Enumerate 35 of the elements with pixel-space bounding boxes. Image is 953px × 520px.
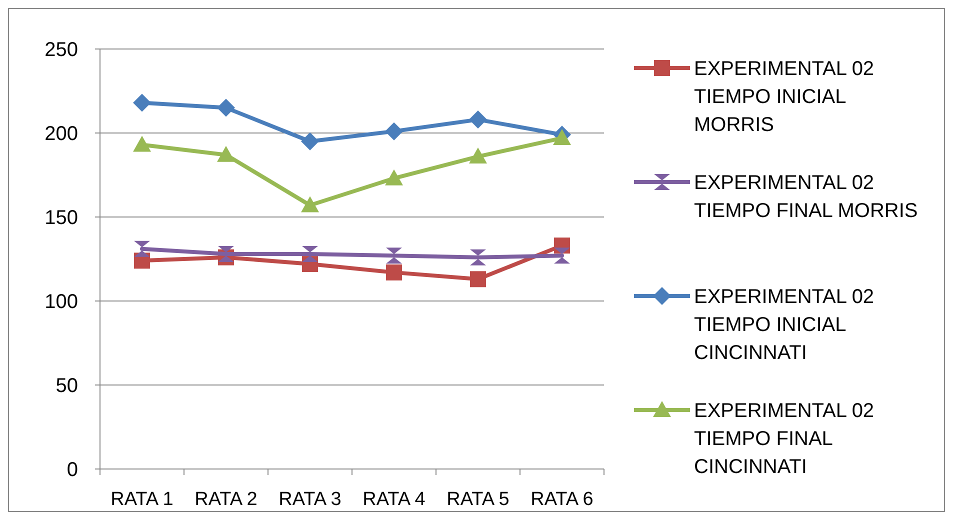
point [302,246,318,262]
point [554,248,570,264]
point [217,146,235,162]
point [133,136,151,152]
x-tick-label: RATA 3 [278,489,342,510]
point [301,132,319,150]
legend-label: EXPERIMENTAL 02 TIEMPO INICIAL MORRIS [694,58,874,136]
point [469,110,487,129]
point [133,94,151,112]
y-tick-label: 150 [44,207,78,229]
y-tick-label: 100 [44,291,78,313]
point [469,148,487,164]
x-tick-label: RATA 6 [530,489,594,510]
x-tick-label: RATA 1 [110,489,174,510]
x-tick-label: RATA 2 [194,489,258,510]
y-tick-label: 250 [44,39,78,61]
point [386,248,402,264]
point [386,264,402,280]
point [217,98,235,117]
legend-label: EXPERIMENTAL 02 TIEMPO FINAL CINCINNATI [694,400,874,478]
x-tick-label: RATA 5 [446,489,510,510]
point [470,271,486,288]
point [553,129,571,146]
point [218,246,234,262]
point [385,122,403,140]
point [134,240,150,257]
point [385,169,403,186]
y-tick-label: 50 [56,375,78,397]
y-tick-label: 200 [44,123,78,145]
legend-label: EXPERIMENTAL 02 TIEMPO INICIAL CINCINNATI [694,286,874,364]
legend-label: EXPERIMENTAL 02 TIEMPO FINAL MORRIS [694,172,918,222]
point [470,249,486,266]
point [301,196,319,212]
y-tick-label: 0 [66,459,78,481]
x-tick-label: RATA 4 [362,489,426,510]
